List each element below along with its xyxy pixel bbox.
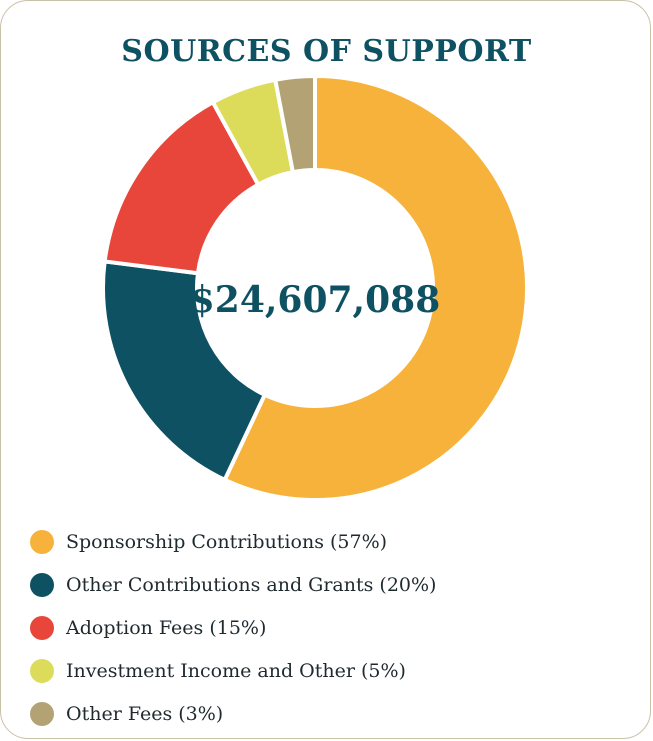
legend-label: Other Fees (3%) [66, 702, 224, 725]
legend-item-3: Investment Income and Other (5%) [30, 649, 436, 692]
legend-label: Other Contributions and Grants (20%) [66, 573, 437, 596]
donut-slice-4 [273, 74, 317, 175]
legend-item-2: Adoption Fees (15%) [30, 606, 436, 649]
legend-swatch [30, 572, 54, 597]
donut-chart: $24,607,088 [101, 74, 529, 502]
chart-legend: Sponsorship Contributions (57%) Other Con… [30, 520, 436, 735]
legend-item-1: Other Contributions and Grants (20%) [30, 563, 436, 606]
donut-slice-1 [101, 259, 267, 482]
legend-swatch [30, 615, 54, 640]
legend-swatch [30, 701, 54, 726]
legend-label: Sponsorship Contributions (57%) [66, 530, 388, 553]
donut-slice-0 [222, 74, 529, 502]
donut-slices [101, 74, 529, 502]
legend-label: Investment Income and Other (5%) [66, 659, 406, 682]
legend-item-4: Other Fees (3%) [30, 692, 436, 735]
chart-title: SOURCES OF SUPPORT [121, 34, 532, 69]
legend-swatch [30, 658, 54, 683]
legend-swatch [30, 529, 54, 554]
legend-label: Adoption Fees (15%) [66, 616, 267, 639]
legend-item-0: Sponsorship Contributions (57%) [30, 520, 436, 563]
center-total-label: $24,607,088 [190, 279, 441, 321]
